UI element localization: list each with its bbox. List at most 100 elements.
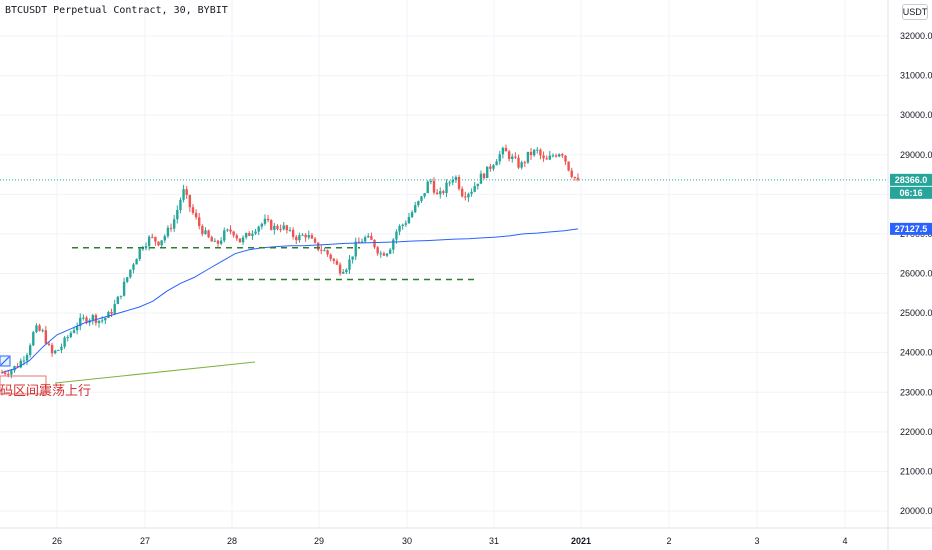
candle-body: [273, 225, 276, 230]
candle-body: [451, 179, 454, 183]
candle-body: [414, 205, 417, 213]
candle-body: [517, 157, 520, 168]
candle-body: [529, 151, 533, 156]
drawings: [0, 179, 888, 395]
last-price-label: 28366.0: [895, 175, 928, 185]
candle-body: [270, 220, 273, 230]
candle-body: [291, 229, 295, 237]
candle-body: [351, 256, 354, 260]
candle-body: [326, 250, 329, 255]
y-tick-label: 30000.0: [900, 110, 932, 120]
candle-body: [282, 225, 285, 230]
candle-body: [160, 240, 163, 246]
candle-body: [342, 272, 345, 274]
candle-body: [360, 241, 364, 243]
candle-body: [38, 325, 41, 331]
currency-button[interactable]: USDT: [902, 4, 928, 20]
candle-body: [376, 247, 379, 254]
countdown-tag: [890, 186, 932, 199]
y-tick-label: 31000.0: [900, 71, 932, 81]
y-tick-label: 22000.0: [900, 427, 932, 437]
candle-body: [163, 236, 166, 241]
candle-body: [75, 326, 79, 331]
x-tick-label: 31: [489, 536, 499, 546]
trend-line: [54, 361, 256, 384]
candle-body: [520, 162, 523, 168]
candle-body: [385, 253, 389, 256]
candle-body: [116, 296, 120, 305]
y-tick-label: 20000.0: [900, 506, 932, 516]
candle-body: [545, 158, 548, 160]
candle-body: [194, 212, 198, 218]
candle-body: [28, 345, 32, 355]
candle-body: [367, 235, 370, 238]
candle-body: [223, 230, 226, 241]
candle-body: [63, 337, 66, 347]
countdown-label: 06:16: [899, 188, 922, 198]
candle-body: [564, 155, 567, 162]
candle-body: [448, 182, 451, 184]
candle-body: [244, 233, 248, 238]
candle-body: [523, 162, 526, 164]
candle-body: [445, 182, 448, 194]
candle-body: [226, 229, 229, 231]
candle-body: [191, 207, 195, 213]
y-tick-label: 23000.0: [900, 387, 932, 397]
candle-body: [219, 240, 223, 244]
candle-body: [542, 155, 545, 159]
candle-body: [276, 225, 279, 229]
candle-body: [238, 238, 242, 243]
candle-body: [248, 233, 251, 236]
candle-body: [363, 237, 367, 242]
candle-body: [558, 154, 561, 157]
candle-body: [439, 191, 442, 195]
last-price-tag: [890, 173, 932, 186]
candle-body: [338, 264, 342, 274]
candle-body: [235, 235, 238, 239]
candle-body: [16, 366, 19, 368]
candle-body: [107, 311, 110, 318]
candle-body: [263, 218, 267, 224]
candle-body: [398, 225, 401, 232]
candle-body: [257, 226, 260, 232]
y-tick-label: 24000.0: [900, 348, 932, 358]
candle-body: [69, 332, 73, 337]
candle-body: [407, 216, 411, 224]
candle-body: [97, 320, 101, 323]
candle-body: [151, 236, 154, 238]
candle-body: [207, 230, 210, 238]
candle-body: [489, 166, 492, 169]
candle-body: [467, 193, 470, 198]
candle-body: [357, 241, 361, 243]
candle-body: [486, 166, 489, 179]
candle-body: [213, 240, 217, 242]
candle-body: [498, 154, 501, 162]
y-tick-label: 32000.0: [900, 31, 932, 41]
candle-body: [532, 149, 536, 156]
candle-body: [285, 225, 289, 231]
candle-body: [316, 242, 320, 250]
candle-body: [554, 155, 558, 157]
candle-body: [526, 151, 530, 163]
candle-body: [335, 260, 339, 265]
candle-body: [47, 343, 51, 345]
candle-body: [3, 372, 7, 374]
candle-body: [373, 239, 376, 248]
candle-body: [429, 180, 433, 182]
candle-body: [138, 248, 141, 260]
candle-body: [482, 173, 486, 179]
candle-body: [0, 372, 4, 374]
candle-body: [460, 188, 464, 197]
candle-body: [104, 317, 107, 321]
candle-body: [172, 219, 176, 229]
candle-body: [210, 237, 213, 242]
candle-body: [166, 227, 170, 237]
candle-body: [551, 155, 555, 157]
candle-body: [323, 250, 326, 252]
candle-body: [94, 315, 98, 323]
candle-body: [501, 147, 505, 155]
annotation-text: 码区间震荡上行: [0, 384, 92, 399]
candle-body: [229, 229, 232, 232]
candle-body: [464, 196, 467, 198]
